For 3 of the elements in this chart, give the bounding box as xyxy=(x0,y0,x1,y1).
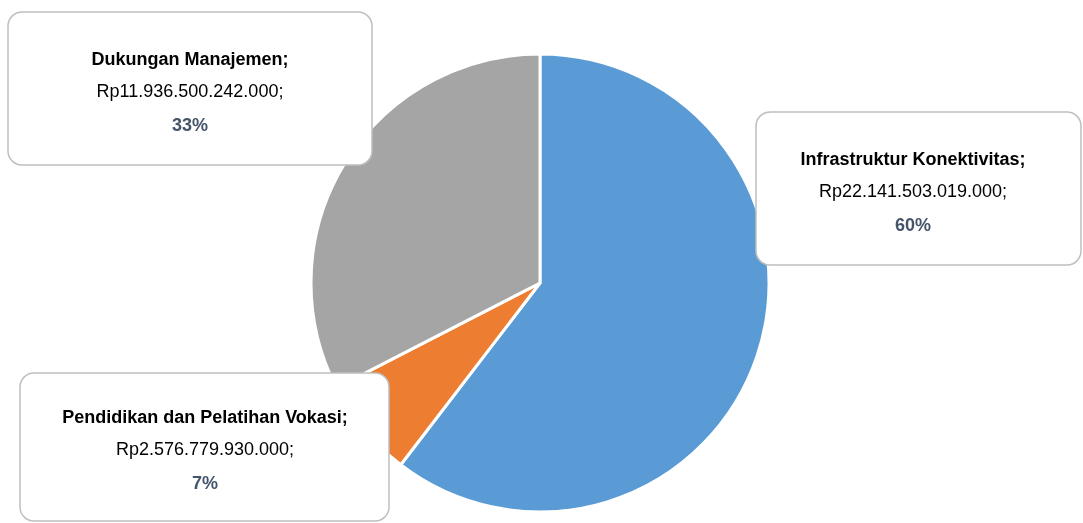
slice-label: Dukungan Manajemen; Rp11.936.500.242.000; 33% xyxy=(91,49,289,135)
slice-label: Pendidikan dan Pelatihan Vokasi; Rp2.576.779.930.000; 7% xyxy=(62,407,348,493)
slice-label: Infrastruktur Konektivitas; Rp22.141.503.019.000; 60% xyxy=(800,149,1026,235)
